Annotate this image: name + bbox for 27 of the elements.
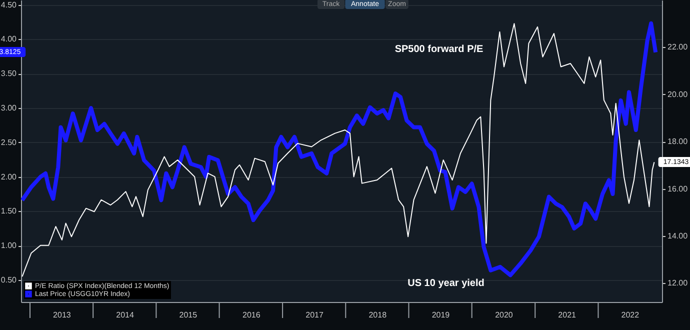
- y2-tick-label: 22.00: [668, 42, 688, 52]
- y2-tick-label: 18.00: [668, 137, 688, 146]
- y2-tick-label: 12.00: [668, 278, 688, 288]
- x-tick-label: 2019: [432, 310, 450, 320]
- x-tick-label: 2014: [116, 310, 134, 320]
- y-tick-label: 2.00: [0, 172, 18, 182]
- annotation: SP500 forward P/E: [394, 44, 484, 55]
- y2-tick-label: 16.00: [668, 184, 688, 194]
- y-tick-label: 3.50: [0, 69, 18, 78]
- y-tick-label: 3.00: [0, 104, 18, 113]
- annotation: US 10 year yield: [408, 278, 484, 289]
- y-tick-label: 4.50: [0, 0, 18, 10]
- y-tick-label: 1.50: [0, 206, 18, 216]
- x-tick-label: 2015: [179, 310, 198, 320]
- x-tick-label: 2020: [495, 310, 514, 320]
- y-tick-label: 1.00: [0, 241, 18, 250]
- y-tick-label: 4.00: [0, 34, 18, 44]
- x-tick-label: 2013: [53, 310, 72, 320]
- x-tick-label: 2018: [368, 310, 388, 320]
- y2-tick-label: 20.00: [668, 90, 688, 99]
- y2-tick-label: 14.00: [668, 231, 688, 240]
- y-tick-label: 2.50: [0, 138, 18, 147]
- x-tick-label: 2016: [242, 310, 261, 320]
- x-tick-label: 2017: [306, 310, 324, 320]
- x-tick-label: 2021: [558, 310, 577, 320]
- y-tick-label: 0.50: [0, 275, 18, 284]
- x-tick-label: 2022: [621, 310, 640, 320]
